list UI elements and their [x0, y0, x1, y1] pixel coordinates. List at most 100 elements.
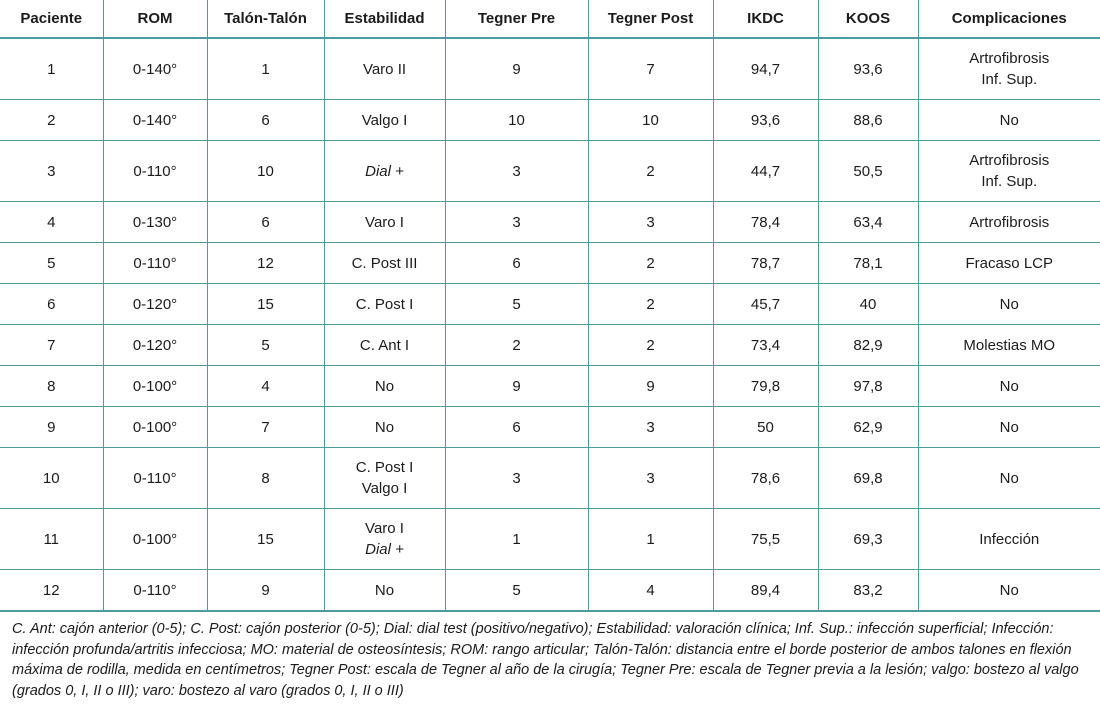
- cell-paciente: 5: [0, 242, 104, 284]
- table-row: 4 0-130° 6 Varo I 3 3 78,4 63,4 Artrofibrosis: [0, 201, 1100, 243]
- cell-estabilidad: Varo I Dial +: [324, 508, 446, 570]
- table-row: 10 0-110° 8 C. Post I Valgo I 3 3 78,6 69,8 No: [0, 447, 1100, 509]
- cell-ikdc: 75,5: [713, 508, 819, 570]
- cell-paciente: 11: [0, 508, 104, 570]
- cell-tegner-post: 2: [588, 324, 714, 366]
- cell-estabilidad: Varo II: [324, 38, 446, 100]
- cell-ikdc: 93,6: [713, 99, 819, 141]
- cell-estabilidad: C. Ant I: [324, 324, 446, 366]
- cell-talon: 10: [207, 140, 325, 202]
- cell-tegner-post: 3: [588, 406, 714, 448]
- cell-rom: 0-110°: [103, 140, 208, 202]
- cell-complicaciones: Artrofibrosis Inf. Sup.: [918, 38, 1100, 100]
- table-header-row: Paciente ROM Talón-Talón Estabilidad Tegner …: [0, 0, 1100, 39]
- table-row: 8 0-100° 4 No 9 9 79,8 97,8 No: [0, 365, 1100, 407]
- cell-tegner-pre: 9: [445, 365, 589, 407]
- table-row: 3 0-110° 10 Dial +3 2 44,7 50,5 Artrofibrosis In…: [0, 140, 1100, 202]
- cell-rom: 0-110°: [103, 447, 208, 509]
- column-header-complicaciones: Complicaciones: [918, 0, 1100, 39]
- cell-tegner-pre: 9: [445, 38, 589, 100]
- cell-talon: 15: [207, 508, 325, 570]
- cell-ikdc: 78,6: [713, 447, 819, 509]
- cell-talon: 12: [207, 242, 325, 284]
- cell-estabilidad: Dial +: [324, 140, 446, 202]
- cell-rom: 0-120°: [103, 324, 208, 366]
- cell-estabilidad: No: [324, 569, 446, 612]
- table-row: 11 0-100° 15 Varo I Dial +1 1 75,5 69,3 Infecció…: [0, 508, 1100, 570]
- cell-complicaciones: No: [918, 447, 1100, 509]
- cell-talon: 9: [207, 569, 325, 612]
- column-header-koos: KOOS: [818, 0, 919, 39]
- cell-rom: 0-100°: [103, 365, 208, 407]
- cell-estabilidad: Valgo I: [324, 99, 446, 141]
- cell-tegner-pre: 6: [445, 406, 589, 448]
- cell-tegner-post: 9: [588, 365, 714, 407]
- cell-koos: 50,5: [818, 140, 919, 202]
- column-header-ikdc: IKDC: [713, 0, 819, 39]
- cell-tegner-pre: 1: [445, 508, 589, 570]
- cell-estabilidad: C. Post I Valgo I: [324, 447, 446, 509]
- cell-talon: 6: [207, 201, 325, 243]
- cell-complicaciones: No: [918, 365, 1100, 407]
- cell-koos: 83,2: [818, 569, 919, 612]
- cell-talon: 1: [207, 38, 325, 100]
- cell-paciente: 3: [0, 140, 104, 202]
- cell-talon: 5: [207, 324, 325, 366]
- cell-tegner-post: 7: [588, 38, 714, 100]
- cell-rom: 0-100°: [103, 508, 208, 570]
- cell-complicaciones: No: [918, 99, 1100, 141]
- cell-paciente: 7: [0, 324, 104, 366]
- cell-complicaciones: No: [918, 283, 1100, 325]
- cell-estabilidad: C. Post I: [324, 283, 446, 325]
- patients-outcomes-table: Paciente ROM Talón-Talón Estabilidad Tegner …: [0, 0, 1100, 612]
- cell-tegner-pre: 5: [445, 283, 589, 325]
- column-header-estabilidad: Estabilidad: [324, 0, 446, 39]
- cell-koos: 40: [818, 283, 919, 325]
- table-row: 5 0-110° 12 C. Post III 6 2 78,7 78,1 Fracaso LC…: [0, 242, 1100, 284]
- cell-rom: 0-130°: [103, 201, 208, 243]
- cell-paciente: 6: [0, 283, 104, 325]
- cell-paciente: 12: [0, 569, 104, 612]
- cell-talon: 8: [207, 447, 325, 509]
- cell-tegner-post: 3: [588, 201, 714, 243]
- cell-koos: 88,6: [818, 99, 919, 141]
- table-row: 1 0-140° 1 Varo II 9 7 94,7 93,6 Artrofibrosis In…: [0, 38, 1100, 100]
- cell-ikdc: 45,7: [713, 283, 819, 325]
- column-header-talon-talon: Talón-Talón: [207, 0, 325, 39]
- cell-complicaciones: Artrofibrosis: [918, 201, 1100, 243]
- cell-tegner-post: 10: [588, 99, 714, 141]
- cell-ikdc: 78,4: [713, 201, 819, 243]
- column-header-paciente: Paciente: [0, 0, 104, 39]
- column-header-tegner-post: Tegner Post: [588, 0, 714, 39]
- cell-ikdc: 79,8: [713, 365, 819, 407]
- cell-talon: 6: [207, 99, 325, 141]
- cell-tegner-post: 3: [588, 447, 714, 509]
- table-footnote: C. Ant: cajón anterior (0-5); C. Post: c…: [12, 621, 1079, 699]
- cell-complicaciones: No: [918, 406, 1100, 448]
- cell-tegner-pre: 3: [445, 201, 589, 243]
- table-row: 9 0-100° 7 No 6 3 50 62,9 No: [0, 406, 1100, 448]
- cell-tegner-pre: 3: [445, 447, 589, 509]
- cell-tegner-post: 4: [588, 569, 714, 612]
- cell-estabilidad: No: [324, 406, 446, 448]
- cell-ikdc: 78,7: [713, 242, 819, 284]
- cell-paciente: 10: [0, 447, 104, 509]
- cell-tegner-post: 2: [588, 283, 714, 325]
- cell-tegner-pre: 10: [445, 99, 589, 141]
- cell-rom: 0-110°: [103, 569, 208, 612]
- cell-talon: 15: [207, 283, 325, 325]
- cell-rom: 0-110°: [103, 242, 208, 284]
- table-row: 12 0-110° 9 No 5 4 89,4 83,2 No: [0, 569, 1100, 612]
- cell-estabilidad: Varo I: [324, 201, 446, 243]
- cell-estabilidad: C. Post III: [324, 242, 446, 284]
- cell-tegner-pre: 6: [445, 242, 589, 284]
- cell-tegner-post: 1: [588, 508, 714, 570]
- cell-tegner-pre: 2: [445, 324, 589, 366]
- cell-tegner-post: 2: [588, 242, 714, 284]
- cell-paciente: 2: [0, 99, 104, 141]
- cell-complicaciones: Molestias MO: [918, 324, 1100, 366]
- cell-paciente: 9: [0, 406, 104, 448]
- cell-tegner-post: 2: [588, 140, 714, 202]
- cell-talon: 7: [207, 406, 325, 448]
